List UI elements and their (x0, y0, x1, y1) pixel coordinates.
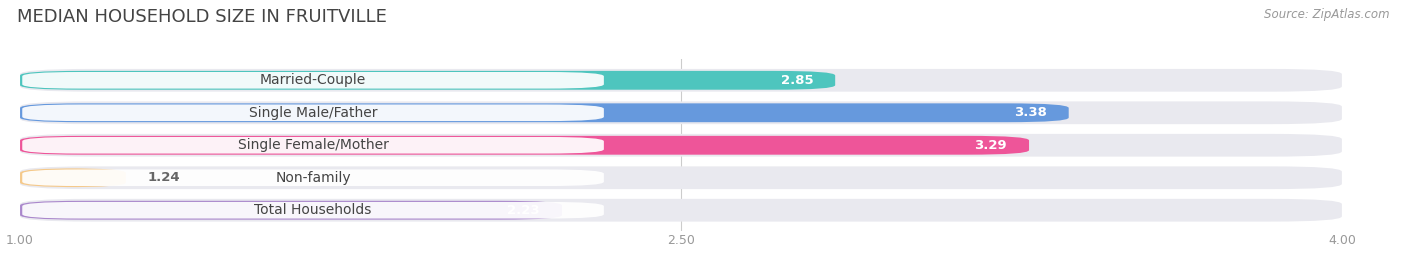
FancyBboxPatch shape (22, 169, 603, 186)
FancyBboxPatch shape (20, 168, 125, 187)
Text: Non-family: Non-family (276, 171, 352, 185)
FancyBboxPatch shape (20, 134, 1341, 157)
Text: MEDIAN HOUSEHOLD SIZE IN FRUITVILLE: MEDIAN HOUSEHOLD SIZE IN FRUITVILLE (17, 8, 387, 26)
Text: 3.38: 3.38 (1014, 106, 1046, 119)
FancyBboxPatch shape (20, 101, 1341, 124)
FancyBboxPatch shape (20, 103, 1069, 122)
Text: 3.29: 3.29 (974, 139, 1007, 152)
FancyBboxPatch shape (20, 166, 1341, 189)
FancyBboxPatch shape (20, 136, 1029, 155)
FancyBboxPatch shape (22, 104, 603, 121)
FancyBboxPatch shape (22, 72, 603, 89)
FancyBboxPatch shape (22, 202, 603, 218)
Text: 2.23: 2.23 (508, 204, 540, 217)
Text: Total Households: Total Households (254, 203, 371, 217)
FancyBboxPatch shape (20, 69, 1341, 92)
FancyBboxPatch shape (20, 199, 1341, 222)
Text: Source: ZipAtlas.com: Source: ZipAtlas.com (1264, 8, 1389, 21)
Text: 1.24: 1.24 (148, 171, 180, 184)
Text: Single Female/Mother: Single Female/Mother (238, 138, 388, 152)
Text: Married-Couple: Married-Couple (260, 73, 366, 87)
Text: 2.85: 2.85 (780, 74, 813, 87)
FancyBboxPatch shape (20, 201, 562, 220)
FancyBboxPatch shape (22, 137, 603, 154)
FancyBboxPatch shape (20, 71, 835, 90)
Text: Single Male/Father: Single Male/Father (249, 106, 377, 120)
